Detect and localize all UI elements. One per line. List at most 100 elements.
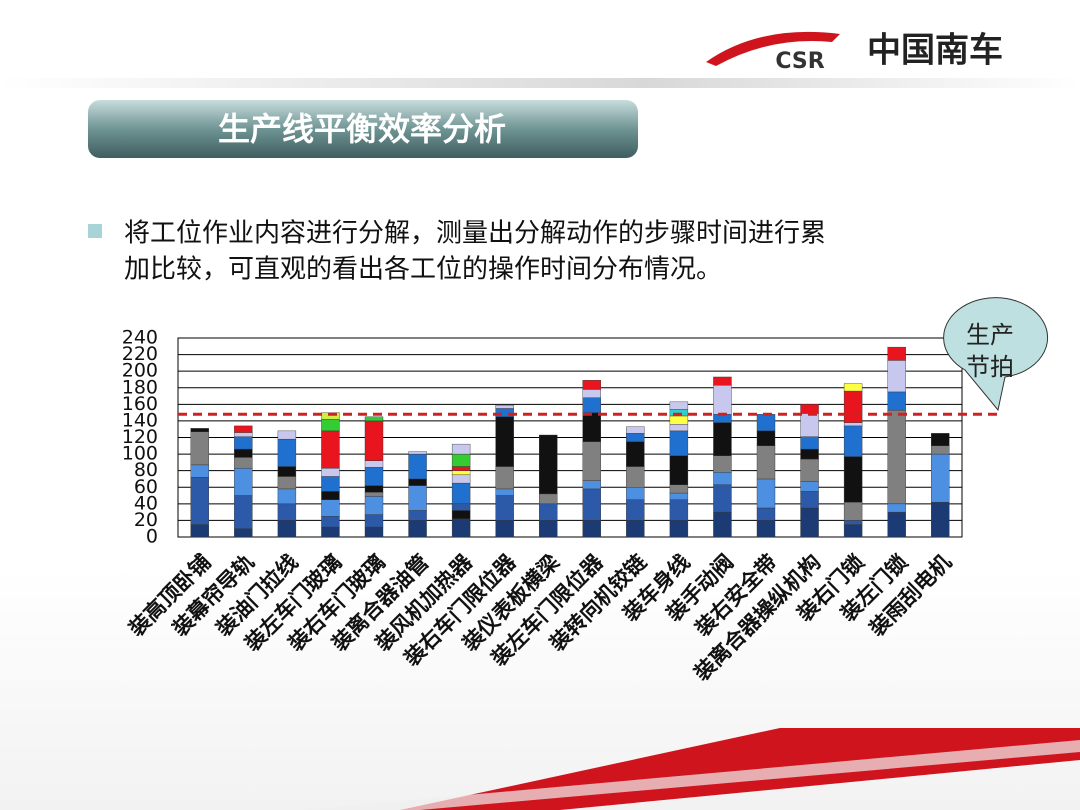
bar-segment [408, 451, 427, 455]
bar-segment [408, 520, 427, 538]
bar-segment [756, 414, 776, 432]
bar-segment [277, 488, 297, 505]
bar-segment [451, 503, 471, 511]
bar-segment [713, 511, 732, 538]
bar-segment [843, 524, 863, 538]
bar-segment [931, 433, 950, 446]
bar-segment [756, 445, 776, 480]
bar-segment [495, 488, 514, 496]
company-name: 中国南车 [867, 31, 1003, 71]
bar-segment [713, 422, 732, 456]
title-box [88, 100, 638, 158]
bar-segment [582, 441, 601, 481]
bar-segment [539, 503, 558, 521]
bar-segment [931, 501, 950, 538]
y-tick-label: 40 [134, 492, 158, 514]
bar-segment [495, 520, 514, 538]
bar-segment [800, 404, 819, 414]
bullet-marker [88, 224, 102, 238]
bar-segment [451, 443, 471, 455]
bar-segment [234, 457, 253, 469]
bar-segment [669, 455, 689, 485]
y-tick-label: 200 [122, 360, 158, 382]
bar-segment [669, 424, 689, 432]
header-band [0, 78, 1080, 88]
bar-segment [843, 390, 863, 423]
bar-segment [626, 433, 645, 442]
y-tick-label: 180 [122, 376, 158, 398]
bar-segment [451, 470, 471, 476]
bar-segment [364, 496, 384, 515]
bullet-line: 加比较，可直观的看出各工位的操作时间分布情况。 [124, 255, 722, 285]
bar-segment [364, 460, 384, 468]
bar-segment [756, 430, 776, 446]
bar-segment [321, 499, 340, 517]
bar-segment [234, 425, 253, 433]
slide-title: 生产线平衡效率分析 [218, 110, 506, 148]
bar-segment [931, 453, 950, 503]
bar-segment [582, 389, 601, 398]
bar-segment [451, 474, 471, 484]
bar-segment [626, 426, 645, 434]
bar-segment [887, 503, 906, 513]
bar-segment [669, 484, 689, 494]
bar-segment [800, 413, 819, 437]
bar-segment [277, 466, 297, 477]
bar-segment [887, 409, 906, 505]
bar-segment [321, 516, 340, 528]
bar-segment [800, 448, 819, 460]
bar-segment [669, 415, 689, 425]
bar-segment [364, 492, 384, 497]
bar-segment [582, 488, 601, 521]
bar-segment [843, 422, 863, 427]
bar-segment [408, 510, 427, 521]
bar-segment [756, 507, 776, 521]
bar-segment [539, 493, 558, 505]
bar-segment [190, 428, 209, 432]
bar-segment [234, 448, 253, 458]
bar-segment [626, 466, 645, 488]
bar-segment [451, 453, 471, 467]
bar-segment [234, 495, 253, 529]
bar-segment [756, 520, 776, 538]
bar-segment [669, 401, 689, 410]
bar-segment [800, 491, 819, 509]
y-tick-label: 220 [122, 343, 158, 365]
y-tick-label: 160 [122, 393, 158, 415]
bar-segment [408, 478, 427, 486]
bar-segment [713, 455, 732, 473]
callout-text: 节拍 [966, 353, 1014, 381]
logo-text: CSR [775, 49, 824, 74]
bar-segment [495, 404, 514, 409]
bar-segment [451, 482, 471, 505]
bar-segment [408, 453, 427, 480]
bar-segment [713, 484, 732, 513]
bar-segment [190, 464, 209, 478]
bar-segment [843, 383, 863, 392]
bar-segment [713, 385, 732, 415]
bar-segment [626, 520, 645, 538]
bar-segment [364, 467, 384, 486]
footer-stripe-light [300, 740, 1080, 810]
y-tick-label: 100 [122, 443, 158, 465]
bar-segment [539, 434, 558, 495]
bar-segment [364, 420, 384, 461]
bar-segment [190, 477, 209, 525]
bar-segment [713, 472, 732, 485]
bar-segment [364, 514, 384, 528]
bar-segment [234, 436, 253, 450]
callout [943, 297, 1049, 412]
bar-segment [190, 431, 209, 466]
bar-segment [234, 432, 253, 437]
bar-segment [321, 430, 340, 469]
bar-segment [234, 528, 253, 538]
bar-segment [626, 487, 645, 500]
bar-segment [669, 492, 689, 500]
bar-segment [843, 456, 863, 503]
bar-segment [277, 430, 297, 440]
bar-segment [800, 458, 819, 482]
logo-swoosh [706, 31, 840, 67]
bar-segment [321, 412, 340, 420]
bar-segment [451, 466, 471, 471]
